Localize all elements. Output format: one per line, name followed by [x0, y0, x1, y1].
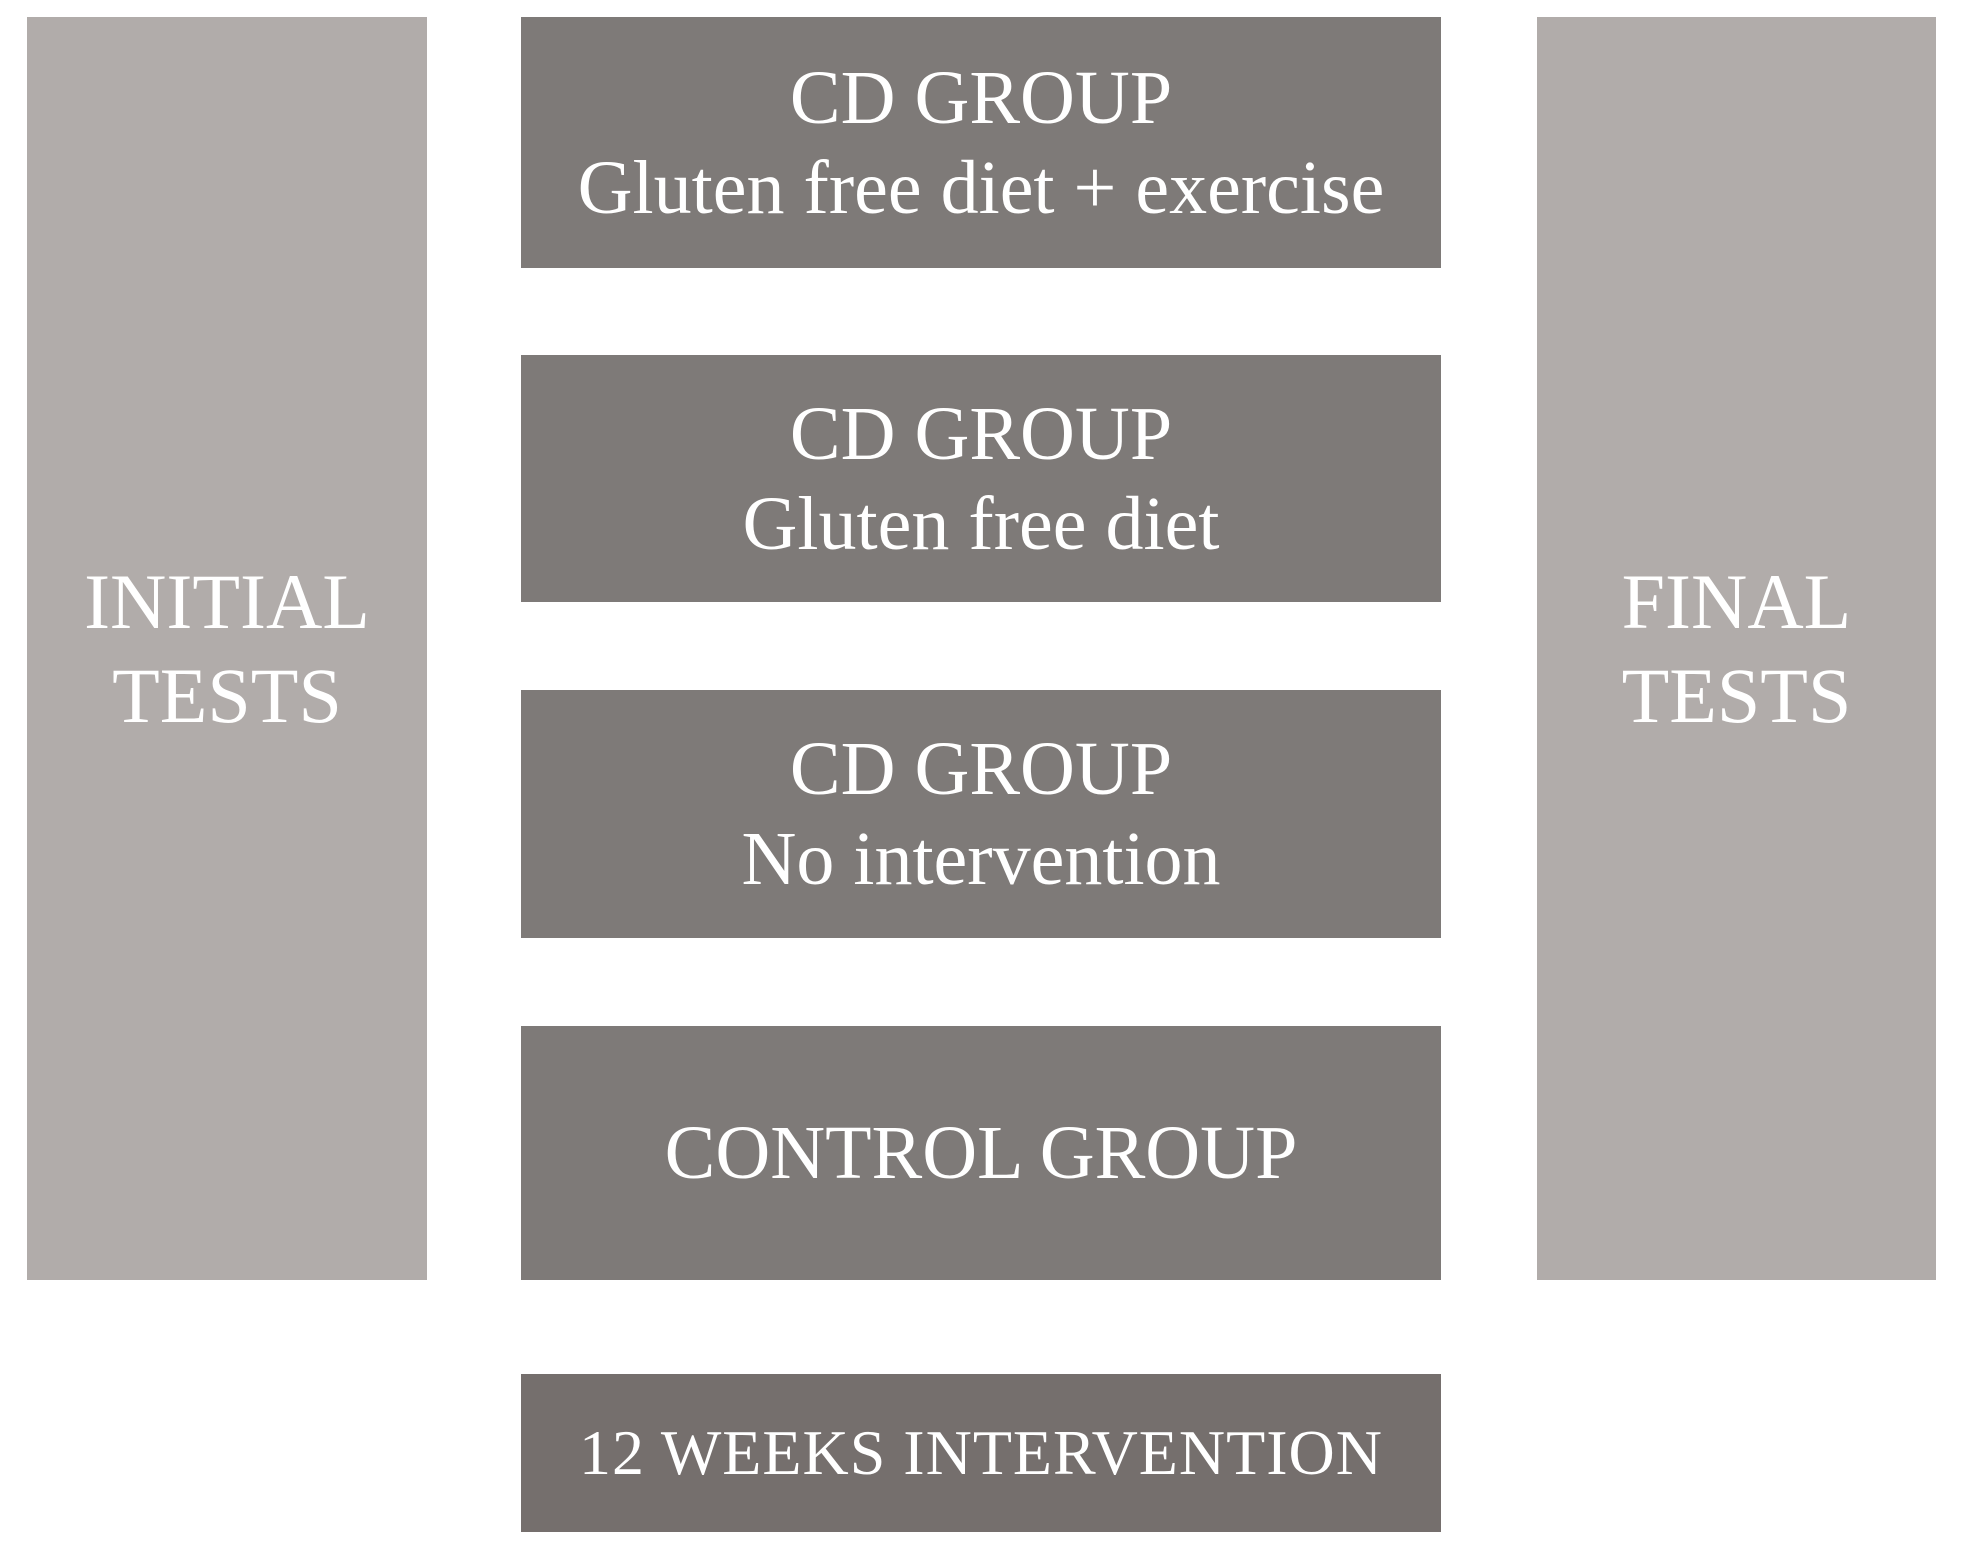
intervention-duration-label: 12 WEEKS INTERVENTION [579, 1417, 1383, 1488]
initial-tests-line1: INITIAL [84, 557, 370, 645]
final-tests-line2: TESTS [1621, 651, 1852, 739]
cd-group-diet-title: CD GROUP [789, 391, 1173, 476]
control-group-title: CONTROL GROUP [664, 1111, 1298, 1195]
initial-tests-panel: INITIAL TESTS [27, 17, 427, 1280]
cd-group-diet-exercise-title: CD GROUP [789, 55, 1173, 140]
cd-group-no-intervention-title: CD GROUP [789, 727, 1173, 811]
control-group-box: CONTROL GROUP [521, 1026, 1441, 1280]
cd-group-diet-exercise-box: CD GROUP Gluten free diet + exercise [521, 17, 1441, 268]
cd-group-diet-box: CD GROUP Gluten free diet [521, 355, 1441, 602]
cd-group-diet-exercise-subtitle: Gluten free diet + exercise [577, 145, 1385, 230]
initial-tests-line2: TESTS [112, 651, 342, 739]
cd-group-diet-subtitle: Gluten free diet [742, 481, 1220, 566]
final-tests-line1: FINAL [1621, 557, 1852, 645]
intervention-duration-box: 12 WEEKS INTERVENTION [521, 1374, 1441, 1532]
final-tests-panel: FINAL TESTS [1537, 17, 1936, 1280]
cd-group-no-intervention-box: CD GROUP No intervention [521, 690, 1441, 938]
cd-group-no-intervention-subtitle: No intervention [741, 817, 1221, 901]
